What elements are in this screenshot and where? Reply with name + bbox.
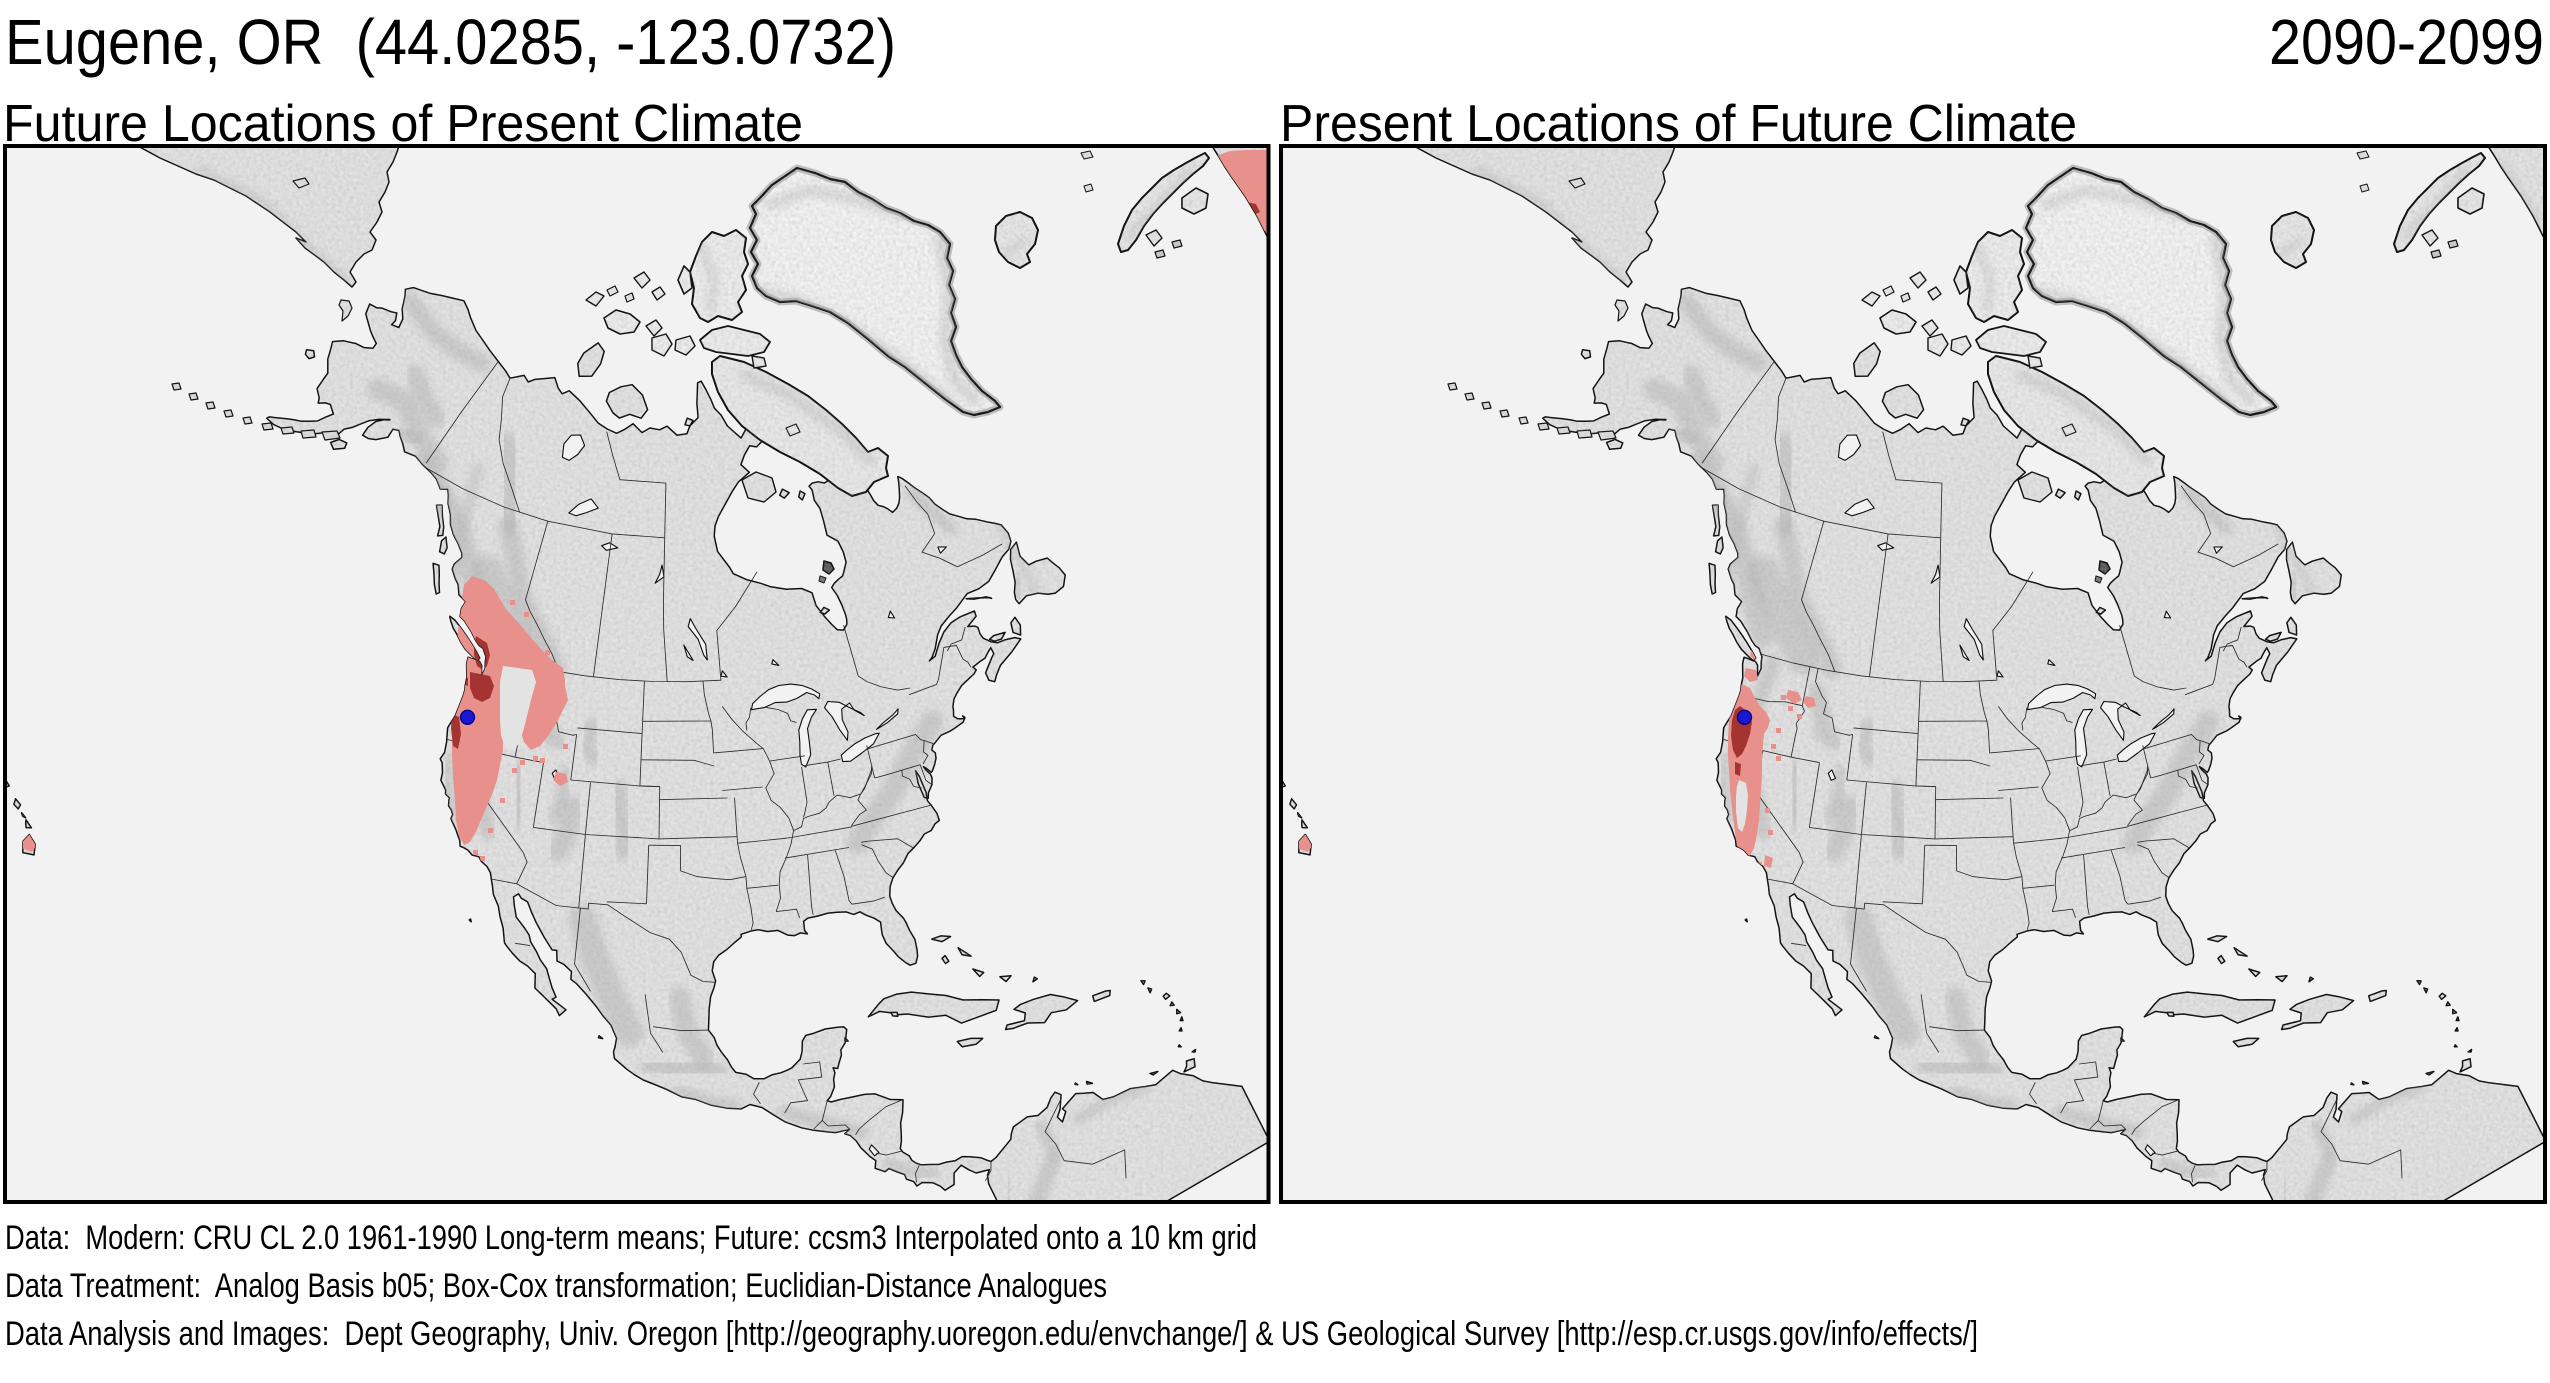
svg-text:Present Locations of Future Cl: Present Locations of Future Climate [1280, 95, 2077, 153]
svg-text:Data Treatment: Analog Basis: Data Treatment: Analog Basis b05; Box-Co… [5, 1267, 1107, 1305]
svg-text:Data Analysis and Images: Dep: Data Analysis and Images: Dept Geography… [5, 1315, 1978, 1353]
svg-text:Eugene, OR (44.0285, -123.073: Eugene, OR (44.0285, -123.0732) [5, 6, 896, 78]
svg-text:Future Locations of Present Cl: Future Locations of Present Climate [3, 95, 803, 153]
svg-text:2090-2099: 2090-2099 [2269, 6, 2544, 78]
svg-text:Data: Modern: CRU CL 2.0 1961: Data: Modern: CRU CL 2.0 1961-1990 Long-… [5, 1219, 1257, 1257]
